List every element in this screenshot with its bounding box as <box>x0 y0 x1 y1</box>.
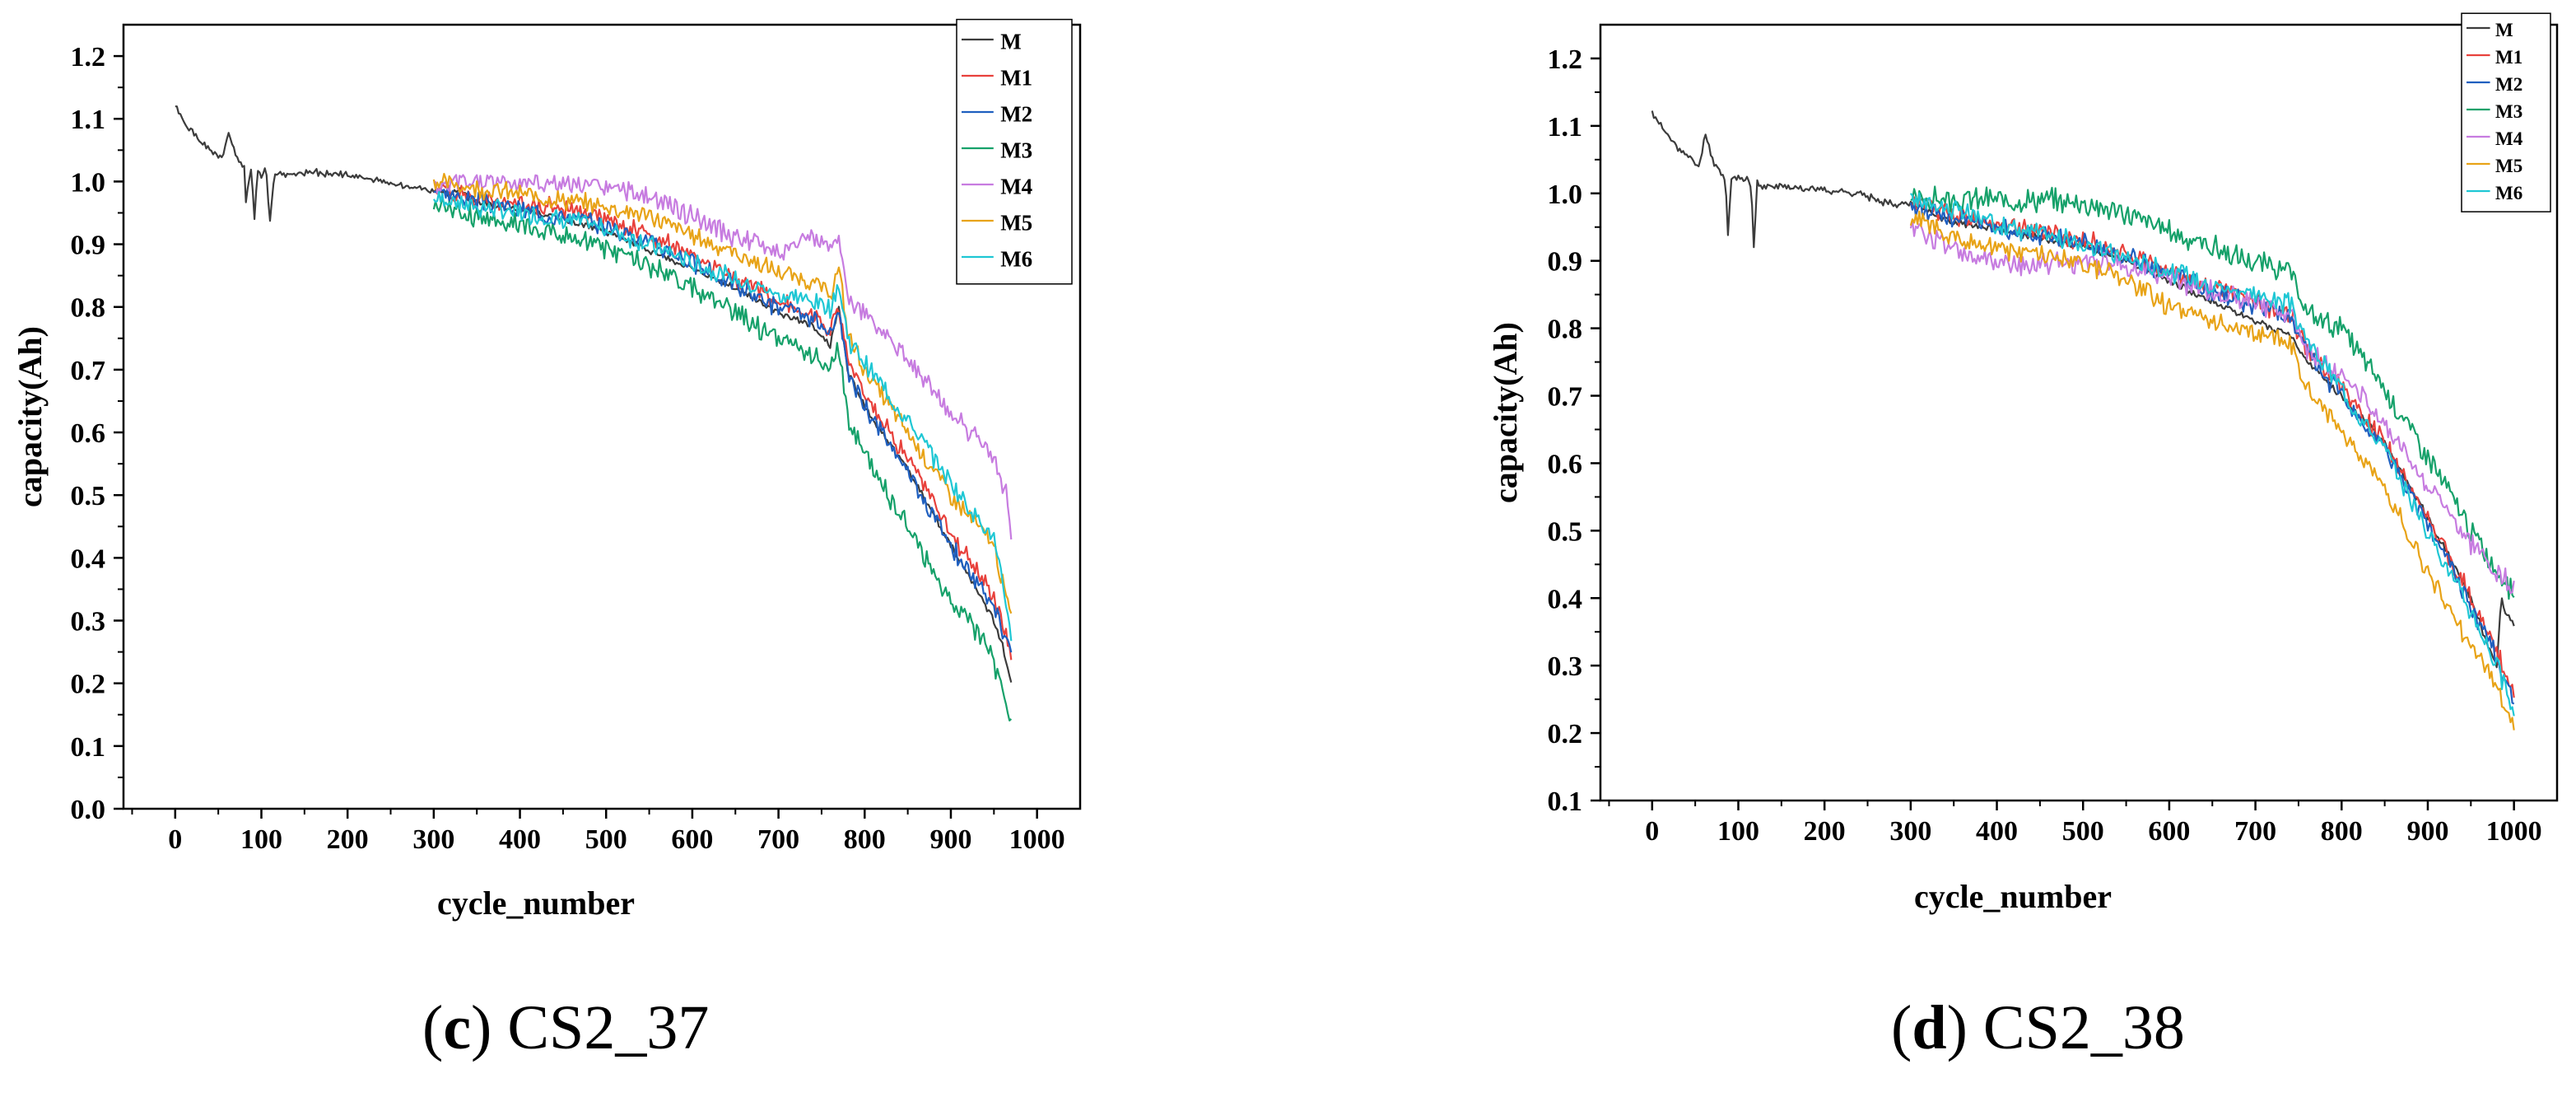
legend-label-M6: M6 <box>2495 183 2522 203</box>
caption-d: (d) CS2_38 <box>1891 993 2185 1062</box>
y-tick-label: 0.5 <box>1548 516 1583 547</box>
y-tick-label: 0.1 <box>1548 787 1583 817</box>
series-line-M6 <box>432 191 1013 642</box>
x-axis-label: cycle_number <box>1914 878 2112 915</box>
legend-label-M5: M5 <box>1000 210 1032 235</box>
y-tick-label: 0.9 <box>1548 247 1583 278</box>
legend-label-M2: M2 <box>1000 101 1032 126</box>
x-tick-label: 1000 <box>1009 824 1065 855</box>
series-line-M3 <box>1910 185 2515 600</box>
series-line-M2 <box>1909 202 2515 705</box>
x-tick-label: 400 <box>499 824 541 855</box>
legend-label-M1: M1 <box>1000 65 1032 90</box>
caption-c-letter: c <box>443 993 472 1062</box>
y-tick-label: 1.0 <box>71 167 106 198</box>
x-tick-label: 500 <box>2062 816 2104 847</box>
x-tick-label: 200 <box>327 824 369 855</box>
caption-d-letter: d <box>1912 993 1947 1062</box>
x-tick-label: 600 <box>2148 816 2190 847</box>
legend-label-M: M <box>2495 20 2513 40</box>
series-line-M2 <box>433 186 1013 653</box>
x-axis-label: cycle_number <box>437 885 635 922</box>
y-axis-label: capacity(Ah) <box>12 326 49 507</box>
x-tick-label: 800 <box>2321 816 2363 847</box>
x-tick-label: 0 <box>168 824 182 855</box>
series-line-M <box>175 105 1013 683</box>
series-line-M4 <box>1909 220 2515 595</box>
legend-box <box>2461 12 2551 212</box>
series-line-M5 <box>1909 210 2515 731</box>
caption-d-name: CS2_38 <box>1982 993 2185 1062</box>
legend-label-M3: M3 <box>1000 138 1032 162</box>
legend-label-M6: M6 <box>1000 246 1032 271</box>
x-tick-label: 700 <box>2234 816 2276 847</box>
series-line-M5 <box>432 172 1013 614</box>
legend-label-M2: M2 <box>2495 74 2522 95</box>
series-group <box>175 105 1013 722</box>
legend-label-M5: M5 <box>2495 156 2522 176</box>
y-tick-label: 1.1 <box>1548 112 1583 142</box>
y-axis-label: capacity(Ah) <box>1487 322 1524 503</box>
x-tick-label: 700 <box>757 824 799 855</box>
y-tick-label: 0.8 <box>1548 315 1583 345</box>
y-tick-label: 0.3 <box>1548 651 1583 682</box>
x-tick-label: 600 <box>671 824 713 855</box>
x-tick-label: 300 <box>1889 816 1931 847</box>
y-tick-label: 0.0 <box>71 795 106 825</box>
y-tick-label: 0.2 <box>71 670 106 700</box>
legend-box <box>956 18 1073 285</box>
y-tick-label: 0.8 <box>71 293 106 324</box>
y-tick-label: 0.7 <box>71 356 106 386</box>
y-tick-label: 0.1 <box>71 732 106 763</box>
legend-label-M: M <box>1000 29 1021 54</box>
y-tick-label: 1.2 <box>1548 44 1583 75</box>
x-tick-label: 900 <box>2406 816 2448 847</box>
x-tick-label: 200 <box>1804 816 1846 847</box>
y-tick-label: 1.1 <box>71 105 106 135</box>
chart-panel-c: 0 100 200 300 400 500 600 700 800 900 1000 0.0 0.1 0.… <box>12 18 1082 922</box>
legend-label-M1: M1 <box>2495 47 2522 68</box>
legend-label-M3: M3 <box>2495 101 2522 122</box>
x-tick-label: 100 <box>1717 816 1759 847</box>
y-tick-label: 0.2 <box>1548 719 1583 749</box>
legend-label-M4: M4 <box>1000 174 1032 198</box>
y-tick-label: 1.0 <box>1548 180 1583 210</box>
y-tick-label: 0.3 <box>71 607 106 637</box>
series-line-M1 <box>1909 196 2515 698</box>
y-tick-label: 0.6 <box>71 418 106 449</box>
x-tick-label: 300 <box>412 824 454 855</box>
y-tick-label: 0.9 <box>71 231 106 261</box>
x-tick-label: 1000 <box>2486 816 2542 847</box>
x-tick-label: 500 <box>585 824 627 855</box>
y-tick-label: 0.6 <box>1548 449 1583 479</box>
chart-panel-d: 0 100 200 300 400 500 600 700 800 900 1000 0.1 0.2 0.… <box>1487 12 2559 915</box>
series-line-M4 <box>433 174 1013 540</box>
plot-frame <box>1599 23 2559 802</box>
x-tick-label: 900 <box>929 824 971 855</box>
y-tick-label: 0.5 <box>71 481 106 511</box>
x-tick-label: 800 <box>844 824 886 855</box>
series-line-M6 <box>1910 192 2515 717</box>
y-tick-label: 0.4 <box>71 544 106 574</box>
series-group <box>1651 110 2515 731</box>
x-tick-label: 0 <box>1645 816 1659 847</box>
caption-c: (c) CS2_37 <box>422 993 710 1062</box>
y-tick-label: 0.4 <box>1548 584 1583 614</box>
x-tick-label: 100 <box>240 824 282 855</box>
caption-c-name: CS2_37 <box>507 993 710 1062</box>
plot-frame <box>122 23 1082 810</box>
y-tick-label: 1.2 <box>71 42 106 72</box>
x-tick-label: 400 <box>1976 816 2018 847</box>
y-tick-label: 0.7 <box>1548 382 1583 413</box>
series-line-M1 <box>433 183 1013 661</box>
series-line-M3 <box>432 197 1013 722</box>
legend-label-M4: M4 <box>2495 128 2523 149</box>
